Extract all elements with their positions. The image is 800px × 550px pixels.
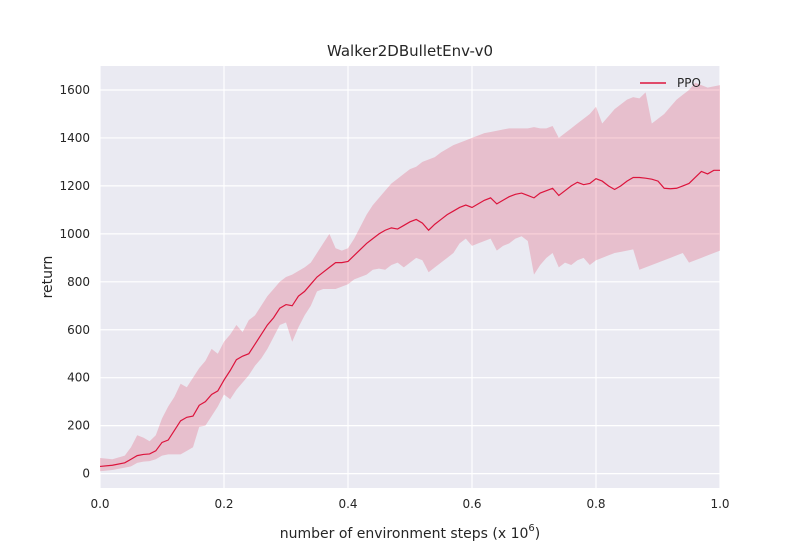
y-tick-label: 1600 — [59, 83, 90, 97]
x-tick-label: 0.2 — [214, 497, 233, 511]
y-tick-label: 1000 — [59, 227, 90, 241]
y-axis-ticks: 0 200 400 600 800 1000 1200 1400 1600 — [59, 83, 90, 481]
chart-title: Walker2DBulletEnv-v0 — [327, 42, 493, 60]
y-axis-label: return — [40, 256, 56, 299]
y-tick-label: 1200 — [59, 179, 90, 193]
x-axis-label-text: number of environment steps (x 10 — [280, 526, 529, 542]
x-tick-label: 0.8 — [586, 497, 605, 511]
x-axis-ticks: 0.0 0.2 0.4 0.6 0.8 1.0 — [90, 497, 729, 511]
y-tick-label: 600 — [67, 323, 90, 337]
y-tick-label: 1400 — [59, 131, 90, 145]
x-axis-label: number of environment steps (x 106) — [280, 523, 541, 542]
y-tick-label: 200 — [67, 419, 90, 433]
x-tick-label: 0.6 — [462, 497, 481, 511]
y-tick-label: 0 — [82, 467, 90, 481]
y-tick-label: 400 — [67, 371, 90, 385]
x-tick-label: 0.4 — [338, 497, 357, 511]
x-tick-label: 0.0 — [90, 497, 109, 511]
legend-label-ppo: PPO — [677, 76, 701, 90]
y-tick-label: 800 — [67, 275, 90, 289]
x-tick-label: 1.0 — [710, 497, 729, 511]
x-axis-label-suffix: ) — [535, 526, 540, 542]
